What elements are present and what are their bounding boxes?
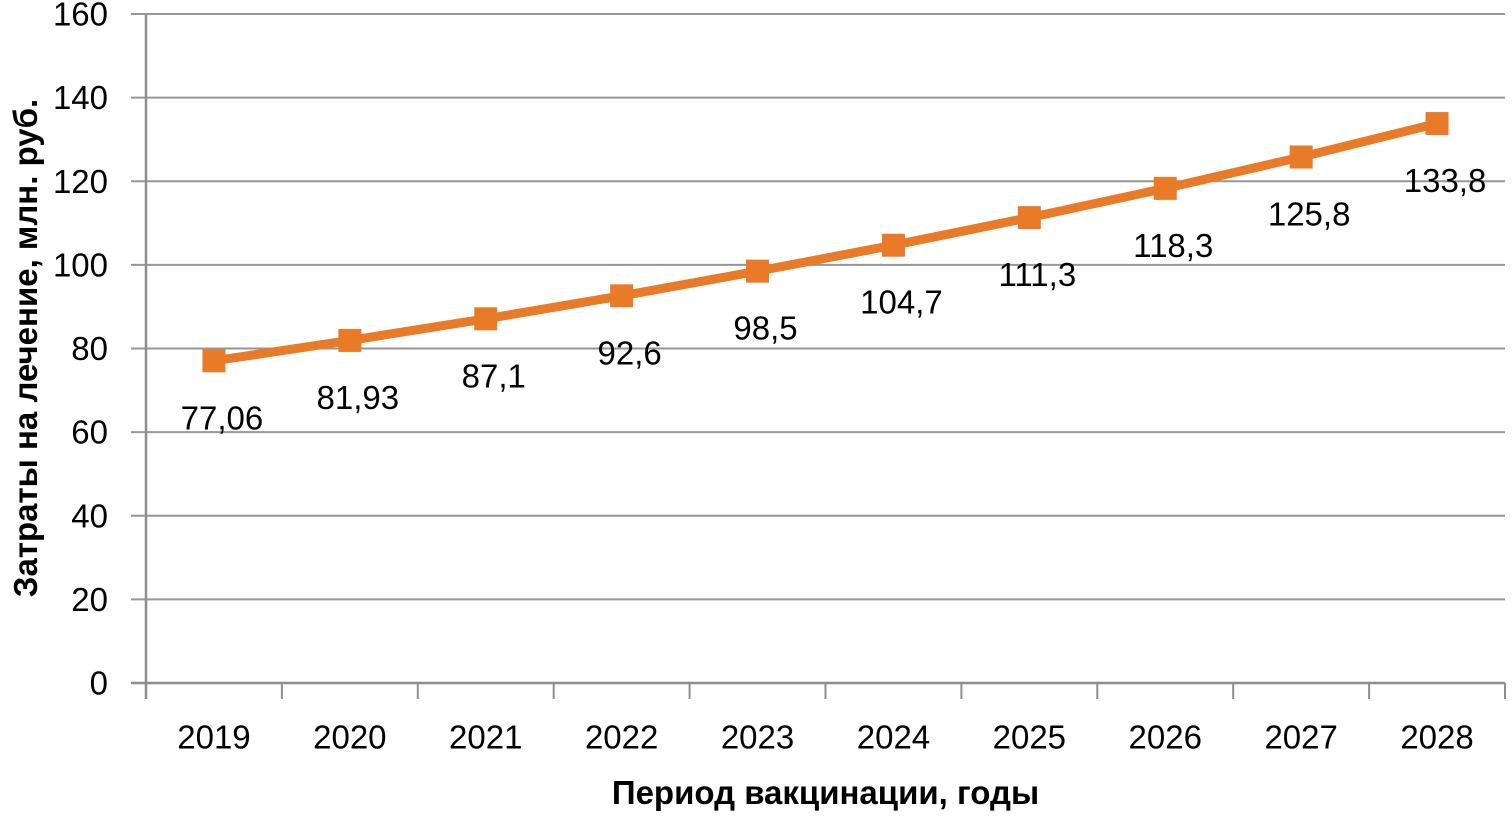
data-point-marker xyxy=(202,349,226,373)
data-label: 92,6 xyxy=(598,334,662,371)
x-tick-label: 2023 xyxy=(721,719,794,756)
data-label: 118,3 xyxy=(1133,227,1213,264)
x-tick-label: 2028 xyxy=(1400,719,1473,756)
x-tick-label: 2024 xyxy=(857,719,930,756)
y-tick-label: 0 xyxy=(90,665,108,702)
x-tick-label: 2021 xyxy=(449,719,522,756)
data-label: 87,1 xyxy=(462,357,526,394)
x-tick-label: 2025 xyxy=(993,719,1066,756)
x-tick-label: 2019 xyxy=(177,719,250,756)
data-label: 104,7 xyxy=(860,284,943,321)
data-label: 77,06 xyxy=(181,399,264,436)
x-tick-label: 2022 xyxy=(585,719,658,756)
data-label: 98,5 xyxy=(733,310,797,347)
y-tick-label: 160 xyxy=(53,0,108,33)
y-tick-label: 20 xyxy=(71,581,108,618)
y-tick-label: 40 xyxy=(71,497,108,534)
x-tick-label: 2026 xyxy=(1129,719,1202,756)
data-point-marker xyxy=(338,328,362,352)
x-tick-label: 2027 xyxy=(1264,719,1337,756)
data-point-marker xyxy=(474,307,498,331)
data-point-marker xyxy=(1017,206,1041,230)
x-tick-label: 2020 xyxy=(313,719,386,756)
data-point-marker xyxy=(746,259,770,283)
data-label: 111,3 xyxy=(999,256,1077,293)
y-tick-label: 140 xyxy=(53,79,108,116)
data-label: 81,93 xyxy=(317,379,400,416)
y-tick-label: 80 xyxy=(71,330,108,367)
data-point-marker xyxy=(881,233,905,257)
series-line xyxy=(213,119,1439,366)
x-axis-title: Период вакцинации, годы xyxy=(611,774,1040,811)
data-point-marker xyxy=(1289,145,1313,169)
data-label: 125,8 xyxy=(1268,195,1351,232)
y-tick-label: 120 xyxy=(53,163,108,200)
y-tick-label: 60 xyxy=(71,414,108,451)
y-axis-title: Затраты на лечение, млн. руб. xyxy=(7,98,44,598)
data-point-marker xyxy=(1425,112,1449,136)
data-point-marker xyxy=(1153,176,1177,200)
data-label: 133,8 xyxy=(1404,162,1487,199)
y-tick-label: 100 xyxy=(53,246,108,283)
data-point-marker xyxy=(610,284,634,308)
